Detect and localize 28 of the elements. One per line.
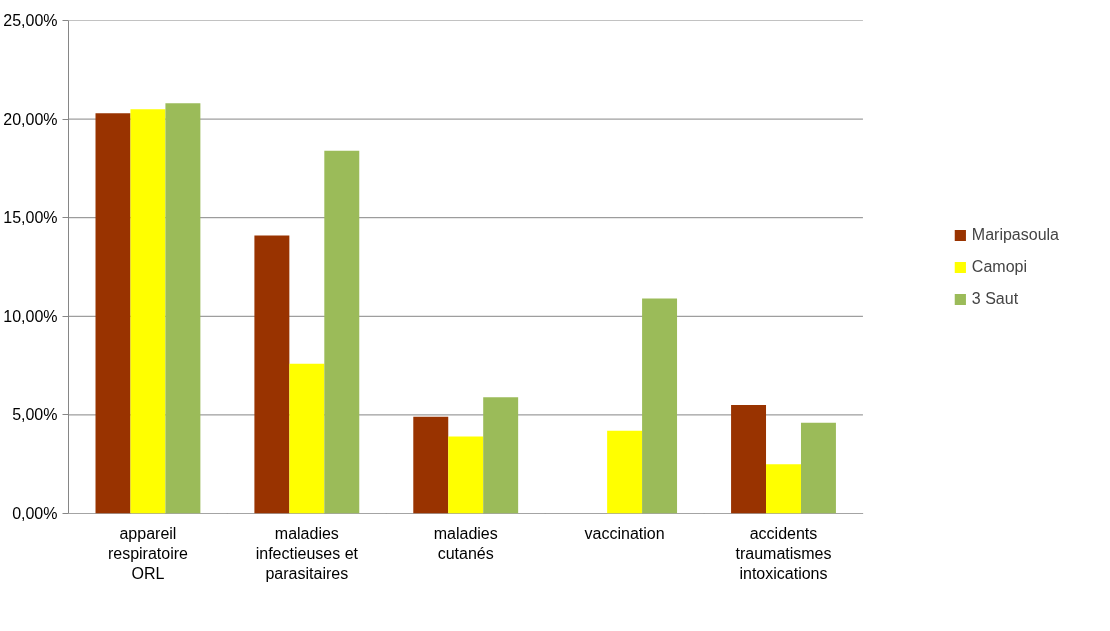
bar <box>448 436 484 514</box>
bar <box>324 150 360 514</box>
y-tick-label: 20,00% <box>3 110 58 128</box>
x-tick-label: accidents traumatismes intoxications <box>735 524 832 583</box>
x-tick-label: appareil respiratoire ORL <box>107 524 189 583</box>
x-tick-label: maladies infectieuses et parasitaires <box>255 524 359 583</box>
x-tick-label: maladies cutanés <box>433 524 498 562</box>
bar <box>254 235 290 514</box>
bar <box>165 103 201 514</box>
bar <box>766 464 801 514</box>
y-tick-label: 25,00% <box>3 12 58 29</box>
bar <box>731 405 767 514</box>
y-tick-label: 10,00% <box>3 307 58 325</box>
legend-label: 3 Saut <box>971 289 1019 308</box>
bar <box>642 298 678 514</box>
x-tick-label: vaccination <box>584 524 665 542</box>
bar <box>289 363 325 514</box>
legend-label: Camopi <box>971 257 1027 276</box>
y-tick-label: 5,00% <box>12 406 58 424</box>
y-tick-label: 15,00% <box>3 209 58 227</box>
legend-label: Maripasoula <box>971 225 1059 244</box>
bar <box>95 113 131 514</box>
y-tick-label: 0,00% <box>12 505 58 522</box>
bar <box>800 422 836 514</box>
bar <box>413 416 449 514</box>
bar <box>130 109 166 514</box>
bar <box>607 430 643 514</box>
bar <box>483 397 519 514</box>
